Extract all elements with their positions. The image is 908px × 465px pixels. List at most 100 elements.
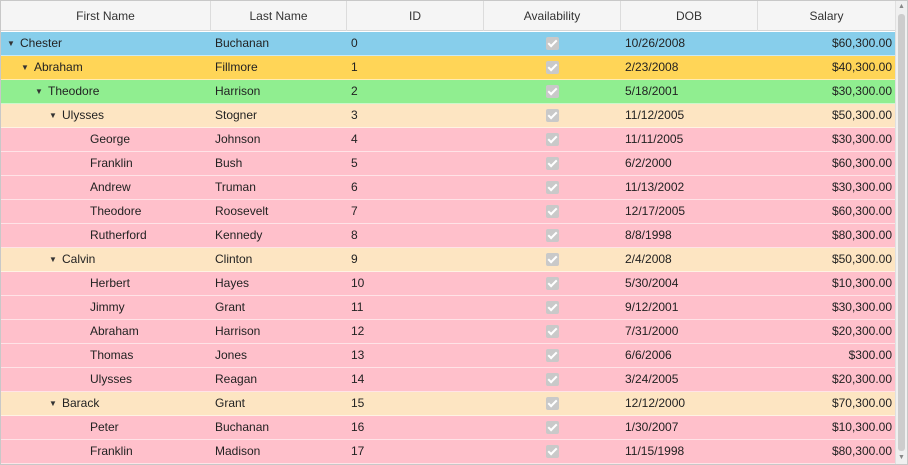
cell-availability <box>484 152 621 175</box>
availability-checkbox-checkmark-icon[interactable] <box>546 133 559 146</box>
cell-id: 1 <box>351 60 358 74</box>
availability-checkbox-checkmark-icon[interactable] <box>546 253 559 266</box>
cell-last-name: Kennedy <box>215 228 263 242</box>
availability-checkbox-checkmark-icon[interactable] <box>546 373 559 386</box>
table-row[interactable]: ▼ Chester Buchanan 0 10/26/2008 $60,300.00 <box>1 32 895 56</box>
cell-dob: 8/8/1998 <box>625 228 672 242</box>
availability-checkbox-checkmark-icon[interactable] <box>546 277 559 290</box>
availability-checkbox-checkmark-icon[interactable] <box>546 301 559 314</box>
cell-first-name: Abraham <box>1 320 211 343</box>
table-row[interactable]: Rutherford Kennedy 8 8/8/1998 $80,300.00 <box>1 224 895 248</box>
cell-last-name: Roosevelt <box>215 204 269 218</box>
column-header-dob[interactable]: DOB <box>621 1 758 31</box>
availability-checkbox-checkmark-icon[interactable] <box>546 85 559 98</box>
expander-triangle-down-icon[interactable]: ▼ <box>49 255 57 265</box>
cell-dob: 11/11/2005 <box>625 132 684 146</box>
cell-id: 9 <box>351 252 358 266</box>
expander-triangle-down-icon[interactable]: ▼ <box>35 87 43 97</box>
cell-id: 7 <box>351 204 358 218</box>
cell-dob: 1/30/2007 <box>625 420 679 434</box>
cell-dob: 11/13/2002 <box>625 180 685 194</box>
scroll-down-arrow-icon[interactable]: ▼ <box>898 454 905 461</box>
cell-id: 16 <box>351 420 365 434</box>
cell-id: 0 <box>351 36 358 50</box>
column-header-id[interactable]: ID <box>347 1 484 31</box>
table-row[interactable]: ▼ Theodore Harrison 2 5/18/2001 $30,300.00 <box>1 80 895 104</box>
expander-triangle-down-icon[interactable]: ▼ <box>7 39 15 49</box>
table-row[interactable]: ▼ Barack Grant 15 12/12/2000 $70,300.00 <box>1 392 895 416</box>
first-name-text: Thomas <box>90 348 134 362</box>
cell-first-name: Jimmy <box>1 296 211 319</box>
table-row[interactable]: ▼ Ulysses Stogner 3 11/12/2005 $50,300.00 <box>1 104 895 128</box>
cell-availability <box>484 80 621 103</box>
cell-salary: $30,300.00 <box>831 300 892 314</box>
cell-id: 5 <box>351 156 358 170</box>
column-header-salary[interactable]: Salary <box>809 9 844 23</box>
cell-dob: 12/12/2000 <box>625 396 686 410</box>
column-header-first-name[interactable]: First Name <box>1 1 211 31</box>
cell-id: 15 <box>351 396 365 410</box>
cell-availability <box>484 128 621 151</box>
availability-checkbox-checkmark-icon[interactable] <box>546 109 559 122</box>
scrollbar-thumb[interactable] <box>898 14 905 451</box>
availability-checkbox-checkmark-icon[interactable] <box>546 205 559 218</box>
availability-checkbox-checkmark-icon[interactable] <box>546 325 559 338</box>
availability-checkbox-checkmark-icon[interactable] <box>546 421 559 434</box>
cell-first-name: ▼ Barack <box>1 392 211 415</box>
expander-triangle-down-icon[interactable]: ▼ <box>49 399 57 409</box>
cell-availability <box>484 32 621 55</box>
cell-first-name: ▼ Ulysses <box>1 104 211 127</box>
first-name-text: Abraham <box>90 324 139 338</box>
cell-last-name: Fillmore <box>215 60 258 74</box>
cell-salary: $30,300.00 <box>831 84 892 98</box>
availability-checkbox-checkmark-icon[interactable] <box>546 37 559 50</box>
cell-id: 11 <box>351 300 364 314</box>
cell-availability <box>484 320 621 343</box>
cell-id: 3 <box>351 108 358 122</box>
cell-dob: 3/24/2005 <box>625 372 679 386</box>
vertical-scrollbar[interactable]: ▲ ▼ <box>895 1 907 464</box>
expander-triangle-down-icon[interactable]: ▼ <box>21 63 29 73</box>
table-row[interactable]: Peter Buchanan 16 1/30/2007 $10,300.00 <box>1 416 895 440</box>
first-name-text: Abraham <box>34 60 83 74</box>
scroll-up-arrow-icon[interactable]: ▲ <box>898 3 905 10</box>
availability-checkbox-checkmark-icon[interactable] <box>546 349 559 362</box>
table-row[interactable]: ▼ Abraham Fillmore 1 2/23/2008 $40,300.00 <box>1 56 895 80</box>
first-name-text: Franklin <box>90 444 133 458</box>
expander-triangle-down-icon[interactable]: ▼ <box>49 111 57 121</box>
table-row[interactable]: Andrew Truman 6 11/13/2002 $30,300.00 <box>1 176 895 200</box>
table-row[interactable]: Abraham Harrison 12 7/31/2000 $20,300.00 <box>1 320 895 344</box>
table-row[interactable]: George Johnson 4 11/11/2005 $30,300.00 <box>1 128 895 152</box>
availability-checkbox-checkmark-icon[interactable] <box>546 181 559 194</box>
table-row[interactable]: Ulysses Reagan 14 3/24/2005 $20,300.00 <box>1 368 895 392</box>
availability-checkbox-checkmark-icon[interactable] <box>546 229 559 242</box>
cell-dob: 2/4/2008 <box>625 252 672 266</box>
cell-availability <box>484 296 621 319</box>
availability-checkbox-checkmark-icon[interactable] <box>546 157 559 170</box>
availability-checkbox-checkmark-icon[interactable] <box>546 61 559 74</box>
cell-first-name: ▼ Chester <box>1 32 211 55</box>
cell-availability <box>484 272 621 295</box>
cell-first-name: ▼ Calvin <box>1 248 211 271</box>
cell-dob: 5/30/2004 <box>625 276 679 290</box>
availability-checkbox-checkmark-icon[interactable] <box>546 397 559 410</box>
table-row[interactable]: Herbert Hayes 10 5/30/2004 $10,300.00 <box>1 272 895 296</box>
table-row[interactable]: ▼ Calvin Clinton 9 2/4/2008 $50,300.00 <box>1 248 895 272</box>
table-row[interactable]: Theodore Roosevelt 7 12/17/2005 $60,300.00 <box>1 200 895 224</box>
cell-dob: 12/17/2005 <box>625 204 686 218</box>
table-row[interactable]: Thomas Jones 13 6/6/2006 $300.00 <box>1 344 895 368</box>
table-row[interactable]: Franklin Bush 5 6/2/2000 $60,300.00 <box>1 152 895 176</box>
availability-checkbox-checkmark-icon[interactable] <box>546 445 559 458</box>
column-header-last-name[interactable]: Last Name <box>211 1 347 31</box>
first-name-text: Jimmy <box>90 300 125 314</box>
cell-salary: $50,300.00 <box>831 108 892 122</box>
cell-first-name: George <box>1 128 211 151</box>
table-row[interactable]: Jimmy Grant 11 9/12/2001 $30,300.00 <box>1 296 895 320</box>
cell-dob: 2/23/2008 <box>625 60 679 74</box>
first-name-text: Theodore <box>90 204 142 218</box>
cell-first-name: Ulysses <box>1 368 211 391</box>
table-row[interactable]: Franklin Madison 17 11/15/1998 $80,300.00 <box>1 440 895 464</box>
grid-body: ▼ Chester Buchanan 0 10/26/2008 $60,300.00 ▼ Ab… <box>1 32 895 464</box>
column-header-availability[interactable]: Availability <box>484 1 621 31</box>
